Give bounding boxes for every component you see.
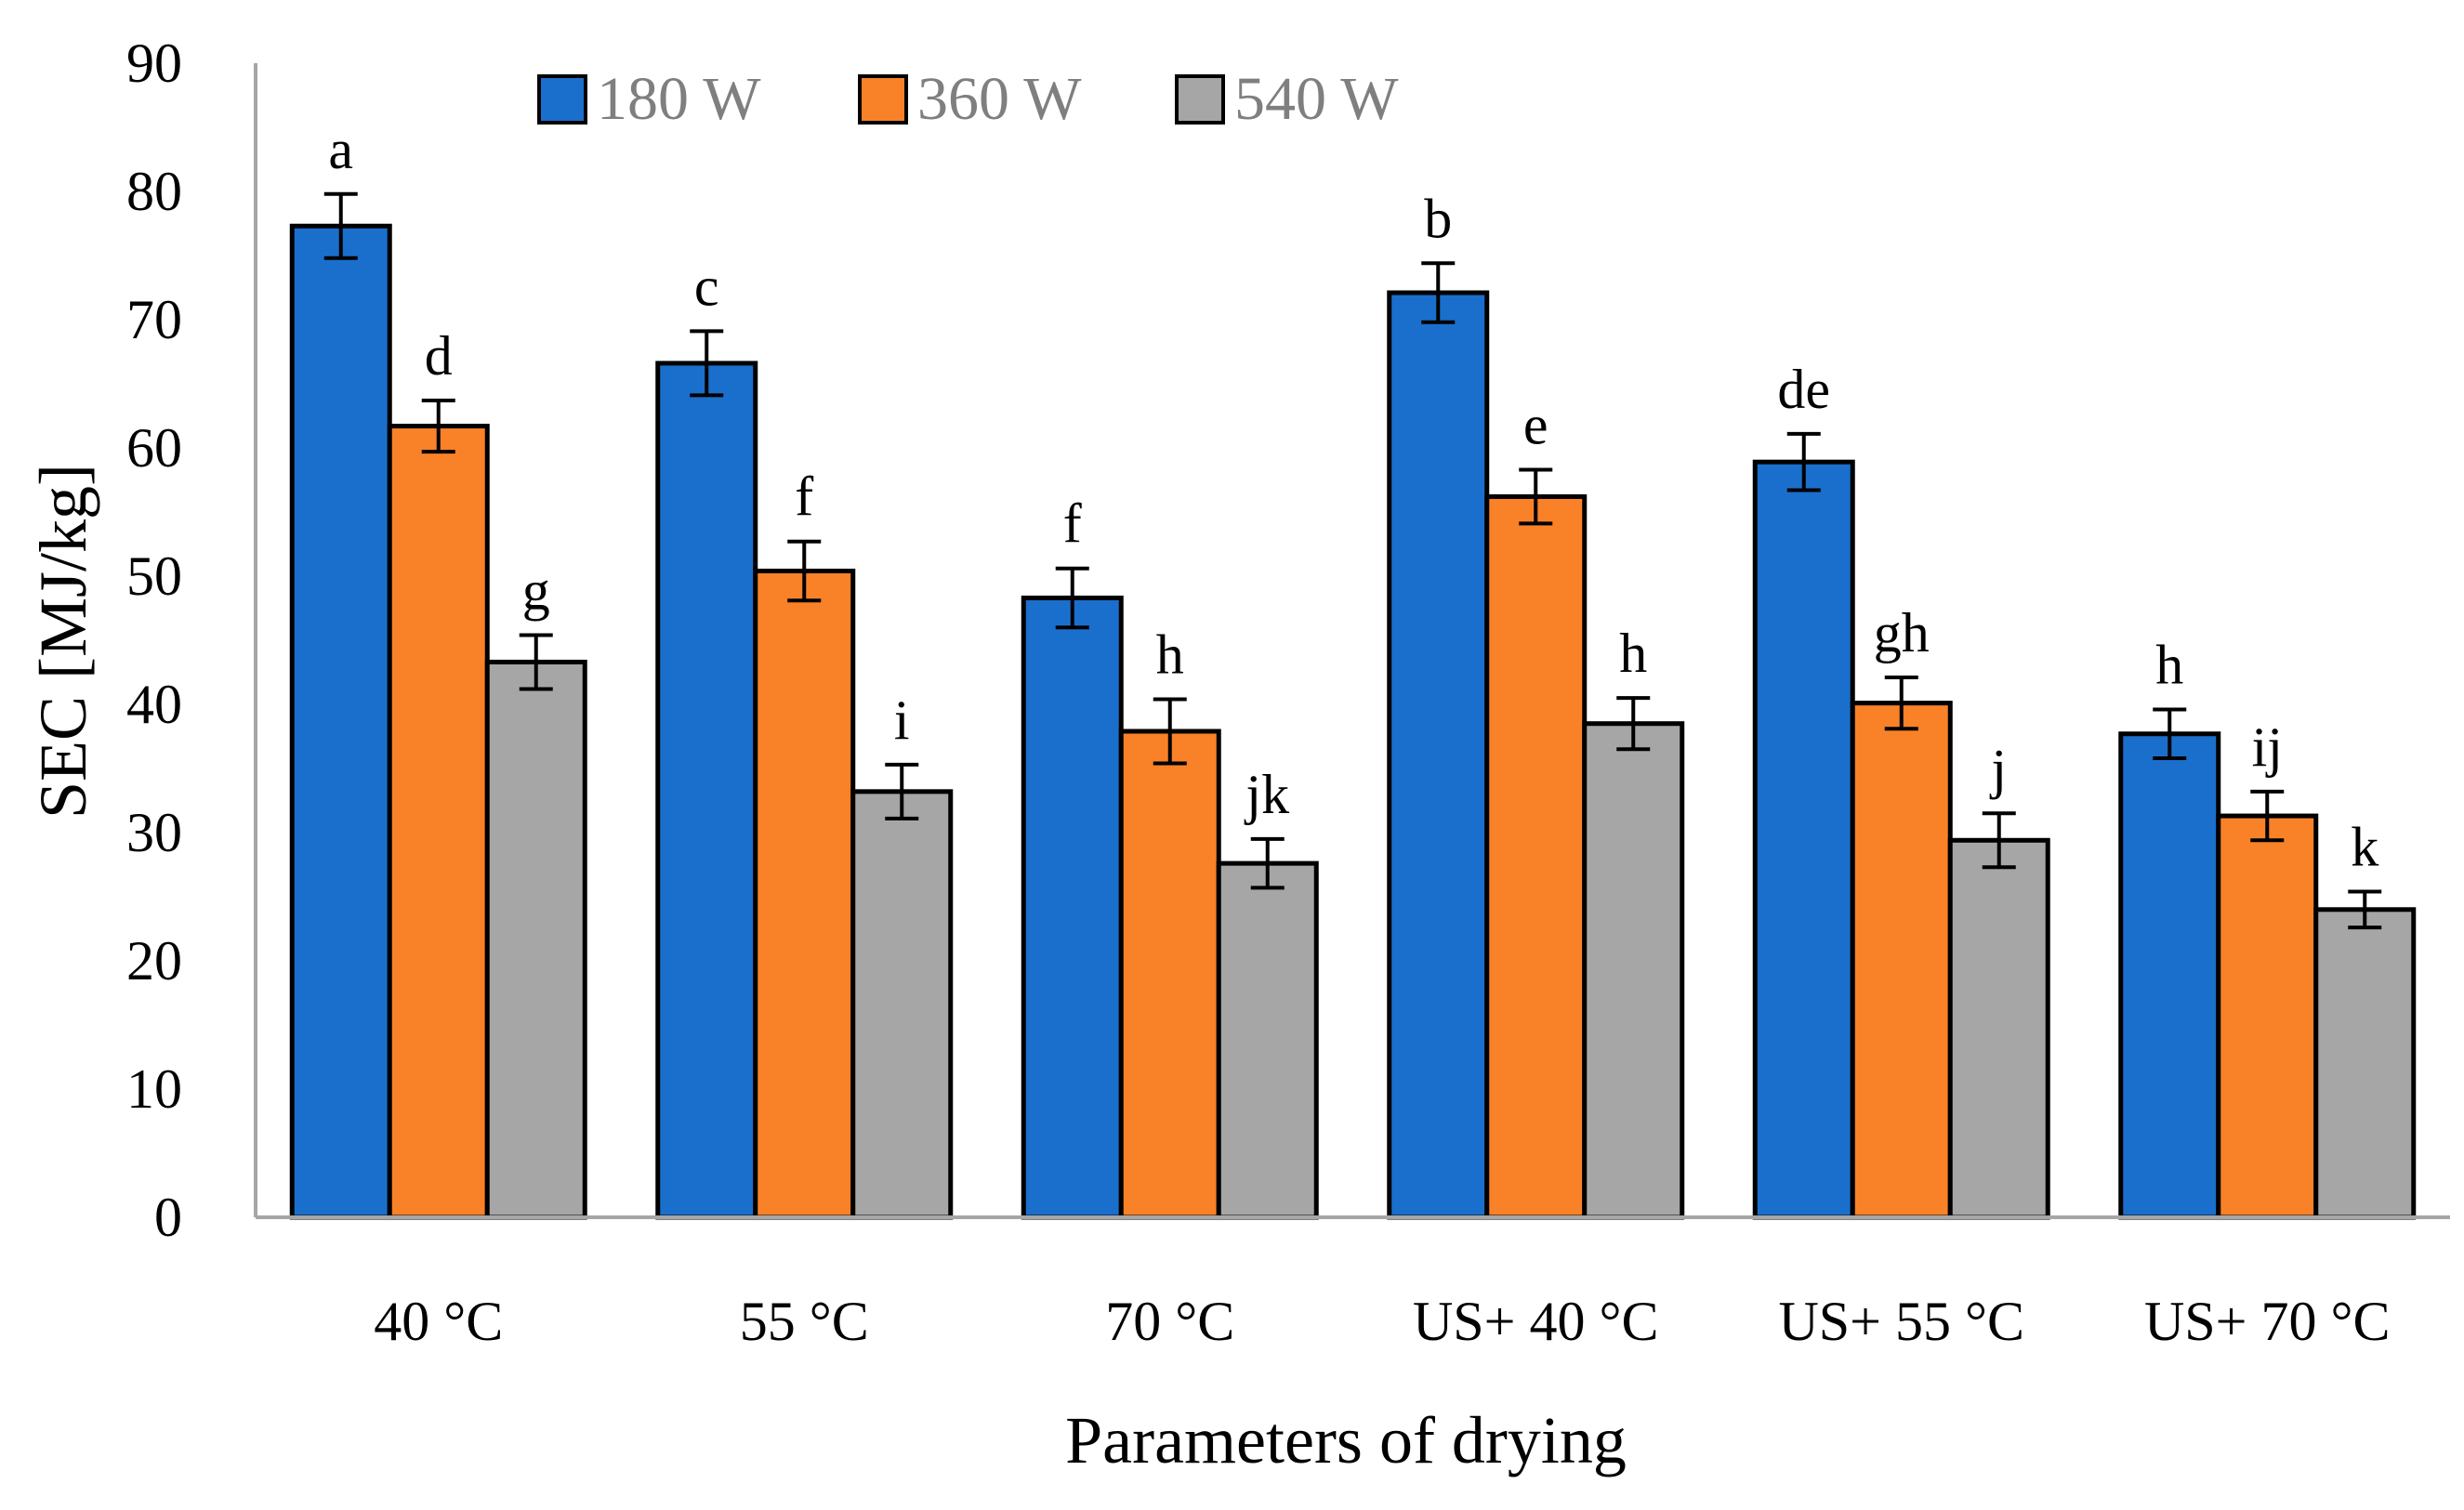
y-tick-label: 10: [126, 1058, 182, 1120]
legend: 180 W 360 W 540 W: [537, 65, 1399, 133]
significance-letter: a: [328, 119, 353, 180]
legend-item: 180 W: [537, 65, 761, 133]
significance-letter: h: [1619, 623, 1647, 684]
bar-360w-1: [387, 424, 490, 1220]
bar-540w-2: [850, 789, 954, 1220]
significance-letter: k: [2351, 816, 2378, 877]
significance-letter: j: [1989, 738, 2007, 799]
significance-letter: f: [1063, 493, 1082, 555]
significance-letter: d: [425, 325, 453, 387]
error-bar: [1250, 836, 1285, 890]
y-tick-label: 70: [126, 289, 182, 350]
significance-letter: jk: [1244, 764, 1289, 825]
significance-letter: gh: [1874, 602, 1930, 663]
significance-letter: h: [2155, 635, 2183, 696]
significance-letter: f: [795, 466, 813, 528]
legend-item: 540 W: [1175, 65, 1399, 133]
significance-letter: de: [1777, 359, 1830, 420]
error-bar: [885, 762, 919, 821]
significance-labels: a d g c f i f h jk b e h de gh j h ij k: [328, 119, 2378, 878]
bar-360w-3: [1118, 729, 1221, 1220]
error-bar: [421, 398, 455, 454]
significance-letter: ij: [2252, 716, 2283, 778]
bar-180w-1: [289, 223, 392, 1220]
error-bar: [1153, 697, 1187, 766]
bar-180w-4: [1387, 290, 1490, 1220]
error-bar: [2153, 707, 2187, 760]
error-bar: [1616, 696, 1651, 752]
significance-letter: h: [1156, 624, 1184, 685]
bar-540w-6: [2313, 907, 2417, 1220]
error-bar: [1786, 431, 1821, 492]
error-bar: [323, 191, 358, 260]
x-tick-label: US+ 70 °C: [2144, 1291, 2391, 1352]
bar-180w-5: [1752, 459, 1855, 1220]
x-tick-label: 40 °C: [374, 1291, 503, 1352]
error-bar: [1884, 676, 1918, 731]
x-tick-label: US+ 40 °C: [1413, 1291, 1659, 1352]
significance-letter: g: [522, 559, 550, 621]
significance-letter: i: [894, 689, 910, 751]
error-bar: [1982, 811, 2016, 870]
y-tick-label: 40: [126, 674, 182, 735]
significance-letter: b: [1424, 188, 1452, 249]
error-bar: [690, 329, 724, 398]
y-axis-ticks: 0 10 20 30 40 50 60 70 80 90: [126, 33, 182, 1248]
bar-180w-6: [2118, 731, 2221, 1220]
legend-swatch: [537, 74, 587, 125]
bar-180w-3: [1021, 595, 1124, 1220]
x-tick-label: 55 °C: [740, 1291, 869, 1352]
bar-540w-5: [1947, 837, 2050, 1220]
y-tick-label: 20: [126, 930, 182, 991]
bar-540w-1: [484, 659, 587, 1220]
bar-180w-2: [655, 361, 758, 1220]
bar-540w-4: [1582, 721, 1685, 1220]
error-bar: [1055, 566, 1089, 630]
error-bar: [1519, 467, 1553, 526]
significance-letter: e: [1523, 394, 1548, 455]
bar-360w-5: [1850, 701, 1953, 1220]
y-tick-label: 80: [126, 161, 182, 222]
error-bars-layer: [323, 191, 2382, 930]
y-tick-label: 60: [126, 417, 182, 479]
y-tick-label: 50: [126, 545, 182, 607]
x-tick-label: 70 °C: [1105, 1291, 1234, 1352]
bar-360w-6: [2216, 813, 2319, 1220]
bar-540w-3: [1216, 860, 1319, 1220]
error-bar: [1421, 261, 1456, 324]
error-bar: [519, 633, 553, 691]
x-tick-label: US+ 55 °C: [1778, 1291, 2024, 1352]
significance-letter: c: [694, 256, 719, 317]
legend-label: 180 W: [597, 65, 761, 133]
y-axis-title: SEC [MJ/kg]: [26, 464, 100, 819]
y-tick-label: 30: [126, 802, 182, 863]
legend-label: 360 W: [917, 65, 1082, 133]
y-tick-label: 90: [126, 33, 182, 94]
bars-layer: [289, 223, 2417, 1220]
x-axis-title: Parameters of drying: [1065, 1403, 1627, 1477]
error-bar: [787, 539, 822, 603]
bar-360w-4: [1484, 493, 1588, 1220]
legend-label: 540 W: [1234, 65, 1399, 133]
legend-item: 360 W: [858, 65, 1082, 133]
x-axis-ticks: 40 °C 55 °C 70 °C US+ 40 °C US+ 55 °C US+ 70 …: [374, 1291, 2390, 1352]
error-bar: [2348, 889, 2382, 930]
bar-360w-2: [753, 568, 856, 1220]
legend-swatch: [1175, 74, 1225, 125]
error-bar: [2250, 789, 2285, 843]
legend-swatch: [858, 74, 908, 125]
y-tick-label: 0: [154, 1187, 182, 1248]
